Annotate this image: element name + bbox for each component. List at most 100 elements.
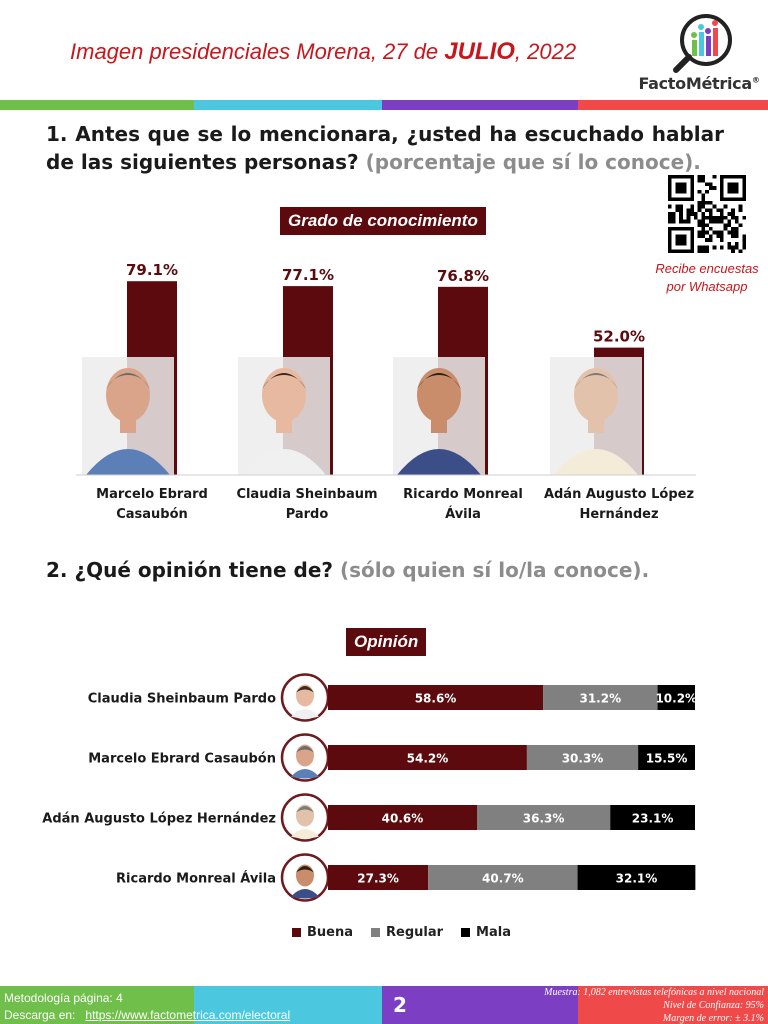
magnifier-chart-icon [673,14,732,73]
segment-mala-2 [610,805,695,830]
download-link[interactable]: https://www.factometrica.com/electoral [85,1008,291,1022]
bar-label-1: 77.1% [282,266,334,284]
segment-buena-2 [328,805,478,830]
footer-cyan-block [194,986,382,1024]
chart-title-opinion: Opinión [346,628,427,656]
segment-label-regular-2: 36.3% [523,812,565,826]
bar-label-2: 76.8% [437,267,489,285]
title-month: JULIO [444,38,515,65]
segment-label-mala-2: 23.1% [632,812,674,826]
bar-label-3: 52.0% [593,328,645,346]
segment-buena-1 [328,745,527,770]
candidate-name-3: Adán Augusto López Hernández [539,485,699,525]
opinion-legend: Buena Regular Mala [292,925,511,940]
qr-caption-line-1: Recibe encuestas [655,261,759,276]
stripe-cyan [194,100,382,110]
segment-label-regular-1: 30.3% [562,752,604,766]
footer: Metodología página: 4 Descarga en: https… [0,986,768,1024]
question-1-note: (porcentaje que sí lo conoce). [365,150,701,174]
survey-methodology: Muestra: 1,082 entrevistas telefónicas a… [544,986,764,1024]
brand-name: FactoMétrica® [636,74,762,93]
page-title: Imagen presidenciales Morena, 27 de JULI… [70,38,576,66]
question-2-text: 2. ¿Qué opinión tiene de? [46,558,340,582]
question-2: 2. ¿Qué opinión tiene de? (sólo quien sí… [46,556,724,584]
candidate-name-1-line-0: Claudia Sheinbaum [236,487,378,502]
row-label-1: Marcelo Ebrard Casaubón [88,752,276,767]
title-suffix: , 2022 [514,39,577,64]
candidate-name-2-line-0: Ricardo Monreal [403,487,523,502]
segment-label-buena-1: 54.2% [407,752,449,766]
question-1: 1. Antes que se lo mencionara, ¿usted ha… [46,120,724,176]
sample-size: Muestra: 1,082 entrevistas telefónicas a… [544,987,764,998]
avatar-0 [280,673,330,722]
footer-red-block [578,986,768,1024]
title-prefix: Imagen presidenciales Morena, 27 de [70,39,445,64]
candidate-name-2: Ricardo Monreal Ávila [383,485,543,525]
legend-label-mala: Mala [476,925,511,940]
legend-regular: Regular [371,925,443,940]
chart-title-conocimiento: Grado de conocimiento [280,207,486,235]
candidate-name-3-line-0: Adán Augusto López [543,487,695,502]
factometrica-logo[interactable]: FactoMétrica® [636,10,762,93]
row-label-3: Ricardo Monreal Ávila [116,871,276,887]
stripe-purple [382,100,578,110]
stripe-red [578,100,768,110]
candidate-photo-0 [82,357,174,475]
legend-swatch-buena [292,928,301,937]
segment-regular-1 [526,745,639,770]
candidate-name-0-line-1: Casaubón [116,507,188,522]
candidate-name-1: Claudia Sheinbaum Pardo [227,485,387,525]
opinion-stacked-bar-chart: Claudia Sheinbaum Pardo 58.6% 31.2% 10.2% Ma… [42,673,697,902]
question-1-text: 1. Antes que se lo mencionara, ¿usted ha… [46,122,724,174]
bar-label-0: 79.1% [126,261,178,279]
methodology-note: Metodología página: 4 [4,991,123,1005]
segment-label-regular-3: 40.7% [482,872,524,886]
qr-caption-line-2: por Whatsapp [666,279,748,294]
segment-mala-3 [577,865,696,890]
confidence-level: Nivel de Confianza: 95% [663,1000,764,1011]
candidate-name-3-line-1: Hernández [579,507,659,522]
segment-regular-3 [428,865,578,890]
segment-label-regular-0: 31.2% [579,692,621,706]
conocimiento-bar-chart: 79.1% 77.1% 76.8% 52.0% [76,261,696,476]
segment-label-mala-3: 32.1% [616,872,658,886]
legend-label-buena: Buena [307,925,354,940]
stripe-green [0,100,194,110]
brand-label: FactoMétrica [638,74,752,93]
segment-buena-3 [328,865,429,890]
segment-label-buena-0: 58.6% [415,692,457,706]
page-number: 2 [393,993,407,1017]
footer-info: Metodología página: 4 Descarga en: https… [4,990,290,1024]
candidate-photo-2 [393,357,485,475]
whatsapp-qr-code-icon[interactable] [668,175,746,253]
candidate-name-2-line-1: Ávila [445,507,481,522]
candidate-name-0: Marcelo Ebrard Casaubón [72,485,232,525]
avatar-3 [280,853,330,902]
candidate-name-1-line-1: Pardo [285,507,329,522]
segment-label-mala-0: 10.2% [655,692,697,706]
segment-buena-0 [328,685,544,710]
candidate-photo-1 [238,357,330,475]
avatar-2 [280,793,330,842]
segment-label-buena-3: 27.3% [357,872,399,886]
legend-swatch-regular [371,928,381,937]
margin-of-error: Margen de error: ± 3.1% [662,1013,764,1024]
segment-label-mala-1: 15.5% [646,752,688,766]
segment-mala-0 [657,685,695,710]
legend-swatch-mala [461,928,471,937]
qr-caption: Recibe encuestas por Whatsapp [646,260,768,296]
segment-label-buena-2: 40.6% [382,812,424,826]
row-label-0: Claudia Sheinbaum Pardo [88,692,276,707]
legend-label-regular: Regular [386,925,444,940]
row-label-2: Adán Augusto López Hernández [42,812,276,827]
question-2-note: (sólo quien sí lo/la conoce). [339,558,650,582]
footer-green-block [0,986,194,1024]
legend-mala: Mala [461,925,511,940]
candidate-photo-3 [550,357,642,475]
registered-mark: ® [751,75,760,85]
download-label: Descarga en: [4,1008,76,1022]
segment-regular-2 [477,805,611,830]
avatar-1 [280,733,330,782]
segment-mala-1 [638,745,695,770]
footer-purple-block [382,986,578,1024]
